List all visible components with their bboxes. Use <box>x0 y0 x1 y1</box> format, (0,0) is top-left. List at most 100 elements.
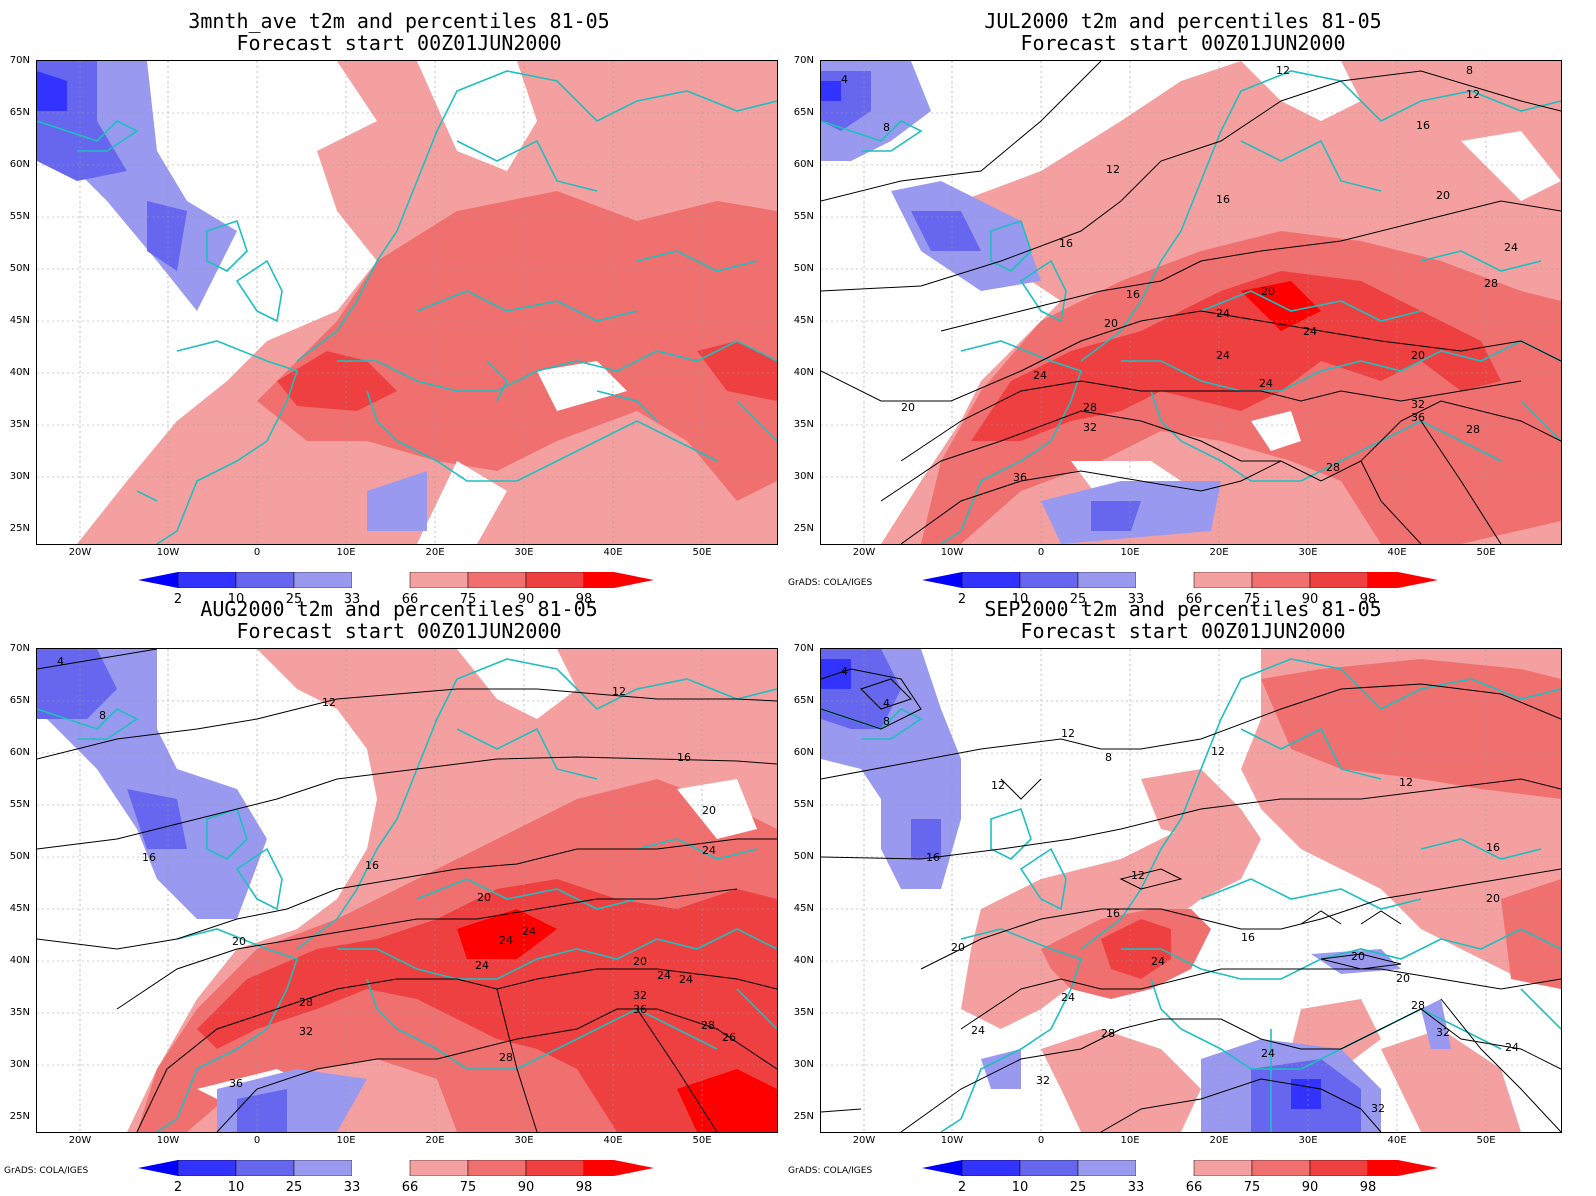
lon-label: 10W <box>940 547 964 558</box>
contour-label: 4 <box>883 697 890 710</box>
contour-label: 12 <box>1276 64 1290 77</box>
lon-label: 10W <box>156 1135 180 1146</box>
contour-label: 20 <box>1436 189 1450 202</box>
contour-label: 16 <box>677 751 691 764</box>
colorbar-label: 33 <box>1127 592 1145 607</box>
shading-white <box>677 779 757 839</box>
colorbar <box>138 1160 654 1176</box>
panel-title: 3mnth_ave t2m and percentiles 81-05 <box>188 9 610 33</box>
contour-label: 20 <box>477 891 491 904</box>
contour-label: 16 <box>926 851 940 864</box>
shading-dark-blue <box>1291 1079 1321 1109</box>
lon-label: 40E <box>1387 1135 1407 1146</box>
lat-label: 70N <box>793 643 814 654</box>
colorbar-label: 10 <box>227 592 245 607</box>
lat-label: 25N <box>9 1111 30 1122</box>
panel-aug2000: AUG2000 t2m and percentiles 81-05 Foreca… <box>0 588 798 1195</box>
lat-label: 55N <box>793 799 814 810</box>
contour-label: 24 <box>679 973 693 986</box>
shading-medium-red <box>257 191 777 501</box>
lon-label: 20W <box>852 1135 876 1146</box>
contour-label: 32 <box>633 989 647 1002</box>
colorbar-label: 25 <box>285 592 303 607</box>
lat-label: 65N <box>9 107 30 118</box>
lon-label: 50E <box>692 547 712 558</box>
colorbar-label: 98 <box>1359 592 1377 607</box>
isotherm-contours <box>821 61 1561 544</box>
colorbar-label: 90 <box>517 1180 535 1195</box>
lon-label: 20E <box>425 1135 445 1146</box>
lat-label: 45N <box>793 903 814 914</box>
contour-label: 24 <box>1033 369 1047 382</box>
colorbar <box>922 1160 1438 1176</box>
shading-white <box>537 361 627 411</box>
lat-label: 40N <box>793 367 814 378</box>
colorbar-label: 10 <box>1011 592 1029 607</box>
lat-lon-grid <box>37 61 777 544</box>
contour-label: 16 <box>1216 193 1230 206</box>
shading-white <box>1461 131 1561 201</box>
lon-label: 20E <box>425 547 445 558</box>
colorbar-label: 90 <box>517 592 535 607</box>
lat-label: 40N <box>793 955 814 966</box>
lon-label: 10E <box>1120 547 1140 558</box>
contour-label: 4 <box>57 655 64 668</box>
map-area: 4 8 12 12 16 16 20 16 20 20 24 24 24 24 … <box>36 648 778 1133</box>
contour-label: 20 <box>633 955 647 968</box>
contour-label: 8 <box>99 709 106 722</box>
contour-label: 24 <box>1216 349 1230 362</box>
contour-label: 16 <box>1059 237 1073 250</box>
shading-white <box>1241 61 1361 121</box>
lon-label: 20W <box>68 1135 92 1146</box>
panel-title: SEP2000 t2m and percentiles 81-05 <box>984 597 1382 621</box>
shading-dark-red <box>971 271 1501 441</box>
lon-label: 0 <box>253 1135 261 1146</box>
shading-light-red <box>1381 1029 1521 1132</box>
lat-label: 30N <box>9 471 30 482</box>
map-svg: 4 8 12 12 8 16 12 16 20 16 24 28 16 20 2… <box>821 61 1561 544</box>
shading-light-blue <box>1421 999 1451 1049</box>
contour-label: 24 <box>1216 307 1230 320</box>
colorbar-label: 90 <box>1301 592 1319 607</box>
lat-label: 25N <box>793 1111 814 1122</box>
contour-label: 12 <box>1399 776 1413 789</box>
colorbar-label: 66 <box>1185 592 1203 607</box>
lon-label: 30E <box>1298 547 1318 558</box>
contour-label: 12 <box>1106 163 1120 176</box>
lon-label: 10E <box>336 1135 356 1146</box>
colorbar-label: 90 <box>1301 1180 1319 1195</box>
contour-label: 20 <box>232 935 246 948</box>
contour-label: 16 <box>1126 288 1140 301</box>
shading-light-red <box>1141 769 1241 839</box>
panel-subtitle: Forecast start 00Z01JUN2000 <box>236 619 562 643</box>
lat-label: 45N <box>9 903 30 914</box>
coastlines <box>821 70 1561 544</box>
contour-label: 20 <box>901 401 915 414</box>
contour-label: 24 <box>1151 955 1165 968</box>
lon-label: 50E <box>1476 1135 1496 1146</box>
shading-light-blue <box>37 649 267 919</box>
colorbar-label: 66 <box>1185 1180 1203 1195</box>
contour-label: 20 <box>951 941 965 954</box>
lon-label: 0 <box>1037 547 1045 558</box>
lat-label: 60N <box>793 159 814 170</box>
colorbar-label: 33 <box>1127 1180 1145 1195</box>
lat-label: 50N <box>793 263 814 274</box>
contour-label: 28 <box>1466 423 1480 436</box>
contour-label: 28 <box>701 1019 715 1032</box>
contour-label: 4 <box>841 665 848 678</box>
contour-label: 12 <box>1131 869 1145 882</box>
contour-label: 12 <box>991 779 1005 792</box>
colorbar-label: 66 <box>401 1180 419 1195</box>
colorbar-label: 98 <box>575 592 593 607</box>
contour-label: 20 <box>1396 972 1410 985</box>
lat-label: 35N <box>793 1007 814 1018</box>
contour-label: 26 <box>722 1031 736 1044</box>
shading-light-blue <box>367 471 427 531</box>
lat-label: 40N <box>9 955 30 966</box>
contour-label: 20 <box>1104 317 1118 330</box>
panel-subtitle: Forecast start 00Z01JUN2000 <box>1020 31 1346 55</box>
lon-label: 30E <box>514 1135 534 1146</box>
contour-label: 8 <box>1466 64 1473 77</box>
colorbar-label: 2 <box>957 1180 967 1195</box>
